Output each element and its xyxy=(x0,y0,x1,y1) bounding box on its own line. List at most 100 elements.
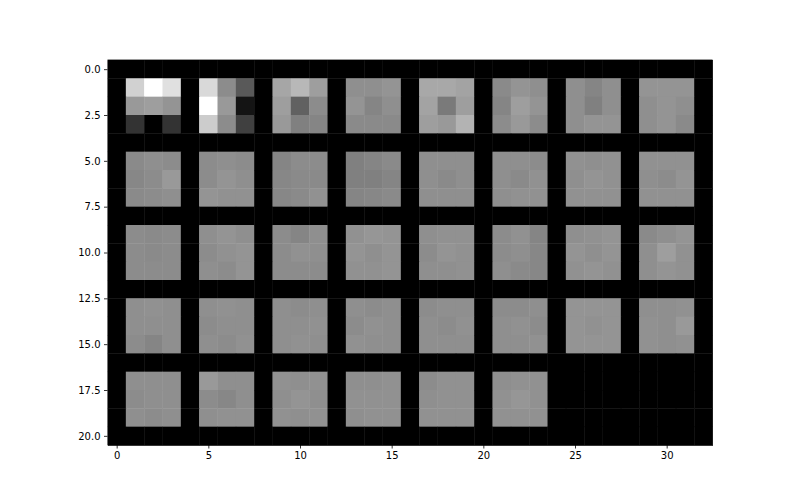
cell xyxy=(218,317,237,336)
tick: 25 xyxy=(569,445,582,461)
cell xyxy=(364,427,383,445)
cell xyxy=(126,298,145,317)
cell xyxy=(364,408,383,427)
cell xyxy=(419,353,438,372)
cell xyxy=(199,353,218,372)
cell xyxy=(511,97,530,116)
cell xyxy=(603,133,622,152)
cell xyxy=(694,188,712,207)
cell xyxy=(676,372,695,391)
cell xyxy=(676,408,695,427)
cell xyxy=(584,152,603,171)
cell xyxy=(548,427,567,445)
cell xyxy=(658,408,677,427)
tick: 7.5 xyxy=(85,201,108,212)
cell xyxy=(566,427,585,445)
cell xyxy=(511,408,530,427)
cell xyxy=(291,390,310,409)
cell xyxy=(511,170,530,189)
cell xyxy=(584,390,603,409)
cell xyxy=(328,97,347,116)
cell xyxy=(401,372,420,391)
cell xyxy=(181,207,200,226)
cell xyxy=(401,408,420,427)
cell xyxy=(474,262,493,281)
cell xyxy=(419,280,438,299)
cell xyxy=(199,298,218,317)
cell xyxy=(291,298,310,317)
cell xyxy=(328,243,347,262)
cell xyxy=(658,243,677,262)
cell xyxy=(694,60,712,79)
cell xyxy=(108,115,127,134)
cell xyxy=(181,225,200,244)
cell xyxy=(383,133,402,152)
cell xyxy=(438,225,457,244)
cell xyxy=(603,188,622,207)
cell xyxy=(218,335,237,354)
cell xyxy=(676,280,695,299)
cell xyxy=(603,170,622,189)
cell xyxy=(273,427,292,445)
cell xyxy=(181,298,200,317)
cell xyxy=(566,335,585,354)
cell xyxy=(273,298,292,317)
cell xyxy=(639,115,658,134)
cell xyxy=(584,298,603,317)
tick-mark xyxy=(104,69,108,70)
cell xyxy=(474,170,493,189)
cell xyxy=(328,207,347,226)
cell xyxy=(218,188,237,207)
cell xyxy=(584,225,603,244)
cell xyxy=(144,372,163,391)
cell xyxy=(639,188,658,207)
cell xyxy=(254,427,273,445)
cell xyxy=(218,280,237,299)
cell xyxy=(199,78,218,97)
cell xyxy=(181,97,200,116)
cell xyxy=(603,243,622,262)
cell xyxy=(126,335,145,354)
cell xyxy=(456,280,475,299)
cell xyxy=(676,353,695,372)
cell xyxy=(199,335,218,354)
cell xyxy=(346,207,365,226)
cell xyxy=(603,298,622,317)
cell xyxy=(621,60,640,79)
cell xyxy=(254,188,273,207)
cell xyxy=(383,115,402,134)
cell xyxy=(621,262,640,281)
cell xyxy=(456,353,475,372)
cell xyxy=(511,317,530,336)
cell xyxy=(493,427,512,445)
cell xyxy=(419,243,438,262)
cell xyxy=(548,170,567,189)
tick-label: 15 xyxy=(386,450,399,461)
cell xyxy=(566,317,585,336)
cell xyxy=(383,262,402,281)
cell xyxy=(328,262,347,281)
tick: 20.0 xyxy=(78,431,107,442)
cell xyxy=(236,372,255,391)
cell xyxy=(584,280,603,299)
cell xyxy=(529,372,548,391)
cell xyxy=(676,335,695,354)
cell xyxy=(364,207,383,226)
cell xyxy=(144,133,163,152)
cell xyxy=(181,133,200,152)
cell xyxy=(658,335,677,354)
cell xyxy=(419,372,438,391)
cell xyxy=(639,152,658,171)
cell xyxy=(676,133,695,152)
x-axis: 051015202530 xyxy=(108,445,713,461)
cell xyxy=(236,188,255,207)
cell xyxy=(566,353,585,372)
cell xyxy=(144,60,163,79)
cell xyxy=(309,243,328,262)
cell xyxy=(218,207,237,226)
cell xyxy=(621,225,640,244)
tick: 15.0 xyxy=(78,339,107,350)
cell xyxy=(236,390,255,409)
cell xyxy=(254,390,273,409)
cell xyxy=(401,390,420,409)
